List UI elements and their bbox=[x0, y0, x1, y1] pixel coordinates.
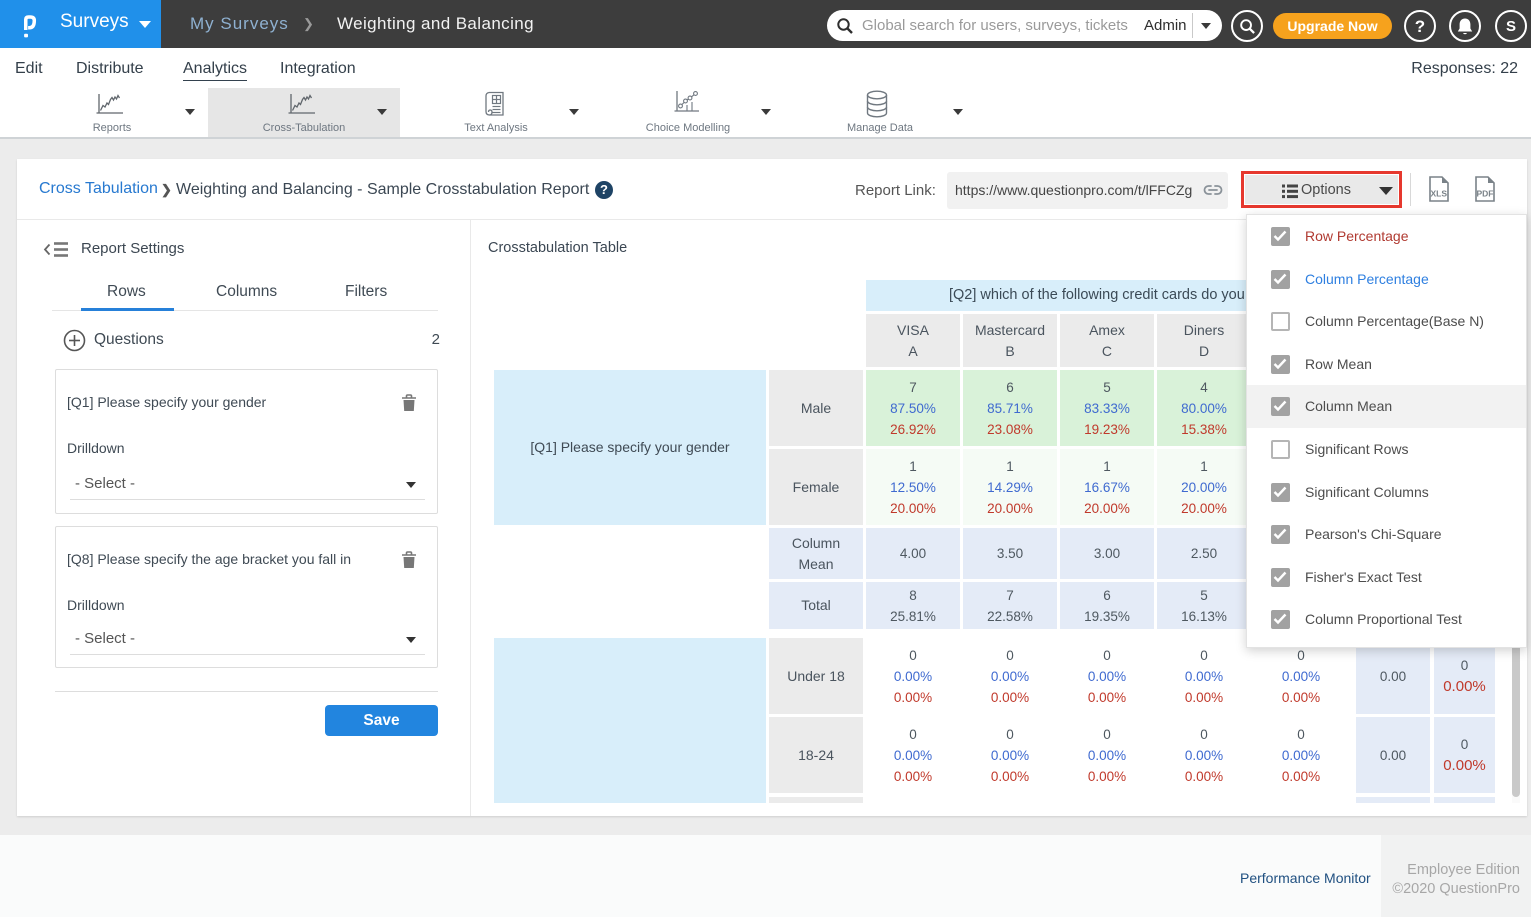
svg-text:PDF: PDF bbox=[1477, 189, 1494, 199]
svg-text:XLS: XLS bbox=[1431, 189, 1448, 199]
